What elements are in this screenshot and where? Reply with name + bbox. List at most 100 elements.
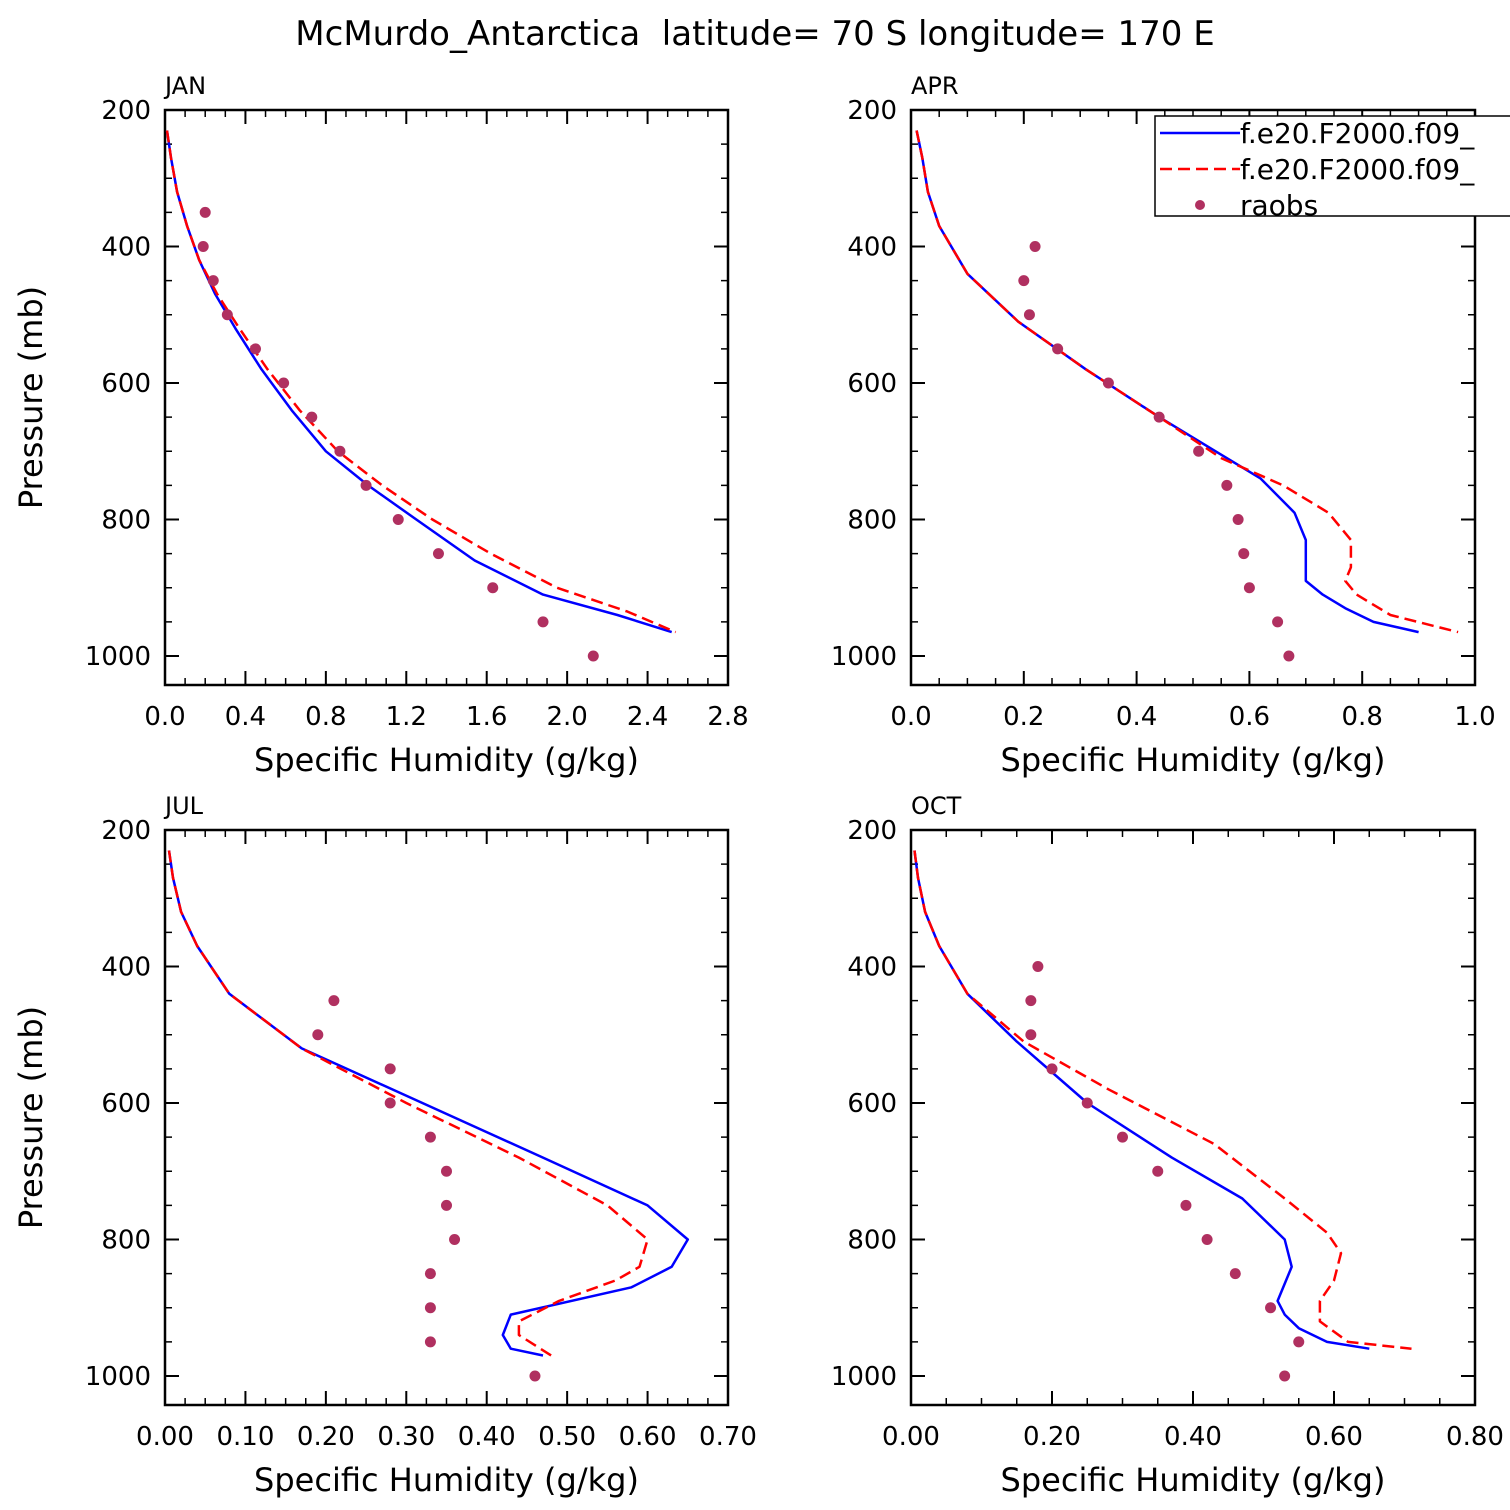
raobs-point xyxy=(1221,479,1233,491)
raobs-point xyxy=(360,479,372,491)
raobs-point xyxy=(384,1097,396,1109)
legend-label: f.e20.F2000.f09_ xyxy=(1240,153,1475,186)
raobs-point xyxy=(1029,241,1041,252)
y-tick-label: 600 xyxy=(101,1089,151,1119)
legend: f.e20.F2000.f09_f.e20.F2000.f09_raobs xyxy=(1154,115,1510,222)
raobs-point xyxy=(424,1302,436,1314)
raobs-point xyxy=(1102,377,1114,389)
y-tick-label: 400 xyxy=(101,233,151,263)
raobs-point xyxy=(1032,961,1044,972)
series-group xyxy=(167,850,690,1382)
x-tick-label: 1.0 xyxy=(1454,702,1495,732)
x-tick-label: 0.8 xyxy=(305,702,346,732)
y-axis-label: Pressure (mb) xyxy=(12,1006,50,1229)
raobs-point xyxy=(221,309,233,321)
x-axis-label: Specific Humidity (g/kg) xyxy=(1001,1461,1386,1499)
x-tick-label: 0.6 xyxy=(1229,702,1270,732)
raobs-point xyxy=(537,616,549,628)
plot-frame xyxy=(909,828,1477,1407)
x-tick-label: 1.2 xyxy=(386,702,427,732)
raobs-point xyxy=(1272,616,1284,628)
raobs-point xyxy=(1193,445,1205,457)
x-tick-label: 0.20 xyxy=(297,1422,355,1452)
y-tick-label: 400 xyxy=(101,953,151,983)
raobs-point xyxy=(312,1029,324,1041)
raobs-point xyxy=(529,1370,541,1382)
y-tick-label: 200 xyxy=(847,96,897,126)
panel-label: OCT xyxy=(911,792,962,820)
x-tick-label: 1.6 xyxy=(466,702,507,732)
panel-jan: JAN 0.0 0.4 0.8 1.2 1.6 2.0 2.4 2.8 200 400 600 800 1… xyxy=(12,72,749,779)
y-tick-label: 600 xyxy=(847,369,897,399)
plot-frame xyxy=(163,108,730,687)
legend-marker-dot xyxy=(1195,200,1205,210)
y-tick-label: 1000 xyxy=(85,1362,151,1392)
raobs-point xyxy=(441,1199,452,1211)
raobs-point xyxy=(278,377,290,389)
y-tick-label: 600 xyxy=(847,1089,897,1119)
y-tick-label: 1000 xyxy=(831,642,897,672)
x-axis-label: Specific Humidity (g/kg) xyxy=(254,1461,639,1499)
y-tick-label: 400 xyxy=(847,233,897,263)
raobs-point xyxy=(1279,1370,1291,1382)
x-tick-label: 2.4 xyxy=(627,702,668,732)
raobs-point xyxy=(1052,343,1064,355)
x-tick-label: 0.0 xyxy=(890,702,931,732)
raobs-point xyxy=(1201,1234,1213,1245)
raobs-point xyxy=(441,1165,452,1177)
figure-title: McMurdo_Antarctica latitude= 70 S longit… xyxy=(295,14,1214,54)
x-tick-label: 0.2 xyxy=(1003,702,1044,732)
legend-label: f.e20.F2000.f09_ xyxy=(1240,117,1475,150)
raobs-point xyxy=(328,995,340,1007)
series-group xyxy=(165,130,677,662)
x-tick-label: 0.10 xyxy=(216,1422,274,1452)
raobs-point xyxy=(587,650,599,662)
raobs-point xyxy=(1232,514,1244,525)
panel-label: APR xyxy=(911,72,959,100)
raobs-point xyxy=(1018,275,1030,287)
model-line-red xyxy=(167,850,649,1357)
raobs-point xyxy=(306,411,318,423)
x-tick-label: 0.00 xyxy=(882,1422,940,1452)
model-line-blue xyxy=(165,130,673,634)
raobs-point xyxy=(1283,650,1295,662)
raobs-point xyxy=(199,206,211,218)
raobs-point xyxy=(1152,1165,1164,1177)
model-line-blue xyxy=(913,850,1370,1350)
series-group xyxy=(913,850,1412,1382)
model-line-red xyxy=(913,850,1412,1350)
y-tick-label: 600 xyxy=(101,369,151,399)
x-axis-label: Specific Humidity (g/kg) xyxy=(254,741,639,779)
panel-label: JAN xyxy=(163,72,206,100)
raobs-point xyxy=(1238,548,1250,560)
y-axis-label: Pressure (mb) xyxy=(12,286,50,509)
raobs-point xyxy=(487,582,499,594)
panel-label: JUL xyxy=(163,792,204,820)
x-tick-label: 0.50 xyxy=(538,1422,596,1452)
raobs-point xyxy=(384,1063,396,1075)
x-tick-label: 2.8 xyxy=(707,702,748,732)
x-tick-label: 0.30 xyxy=(377,1422,435,1452)
raobs-point xyxy=(1046,1063,1058,1075)
series-group xyxy=(915,130,1459,662)
y-tick-label: 800 xyxy=(847,506,897,536)
x-tick-label: 0.40 xyxy=(458,1422,516,1452)
y-tick-label: 200 xyxy=(847,816,897,846)
y-tick-label: 200 xyxy=(101,96,151,126)
x-tick-label: 0.8 xyxy=(1342,702,1383,732)
x-tick-label: 0.20 xyxy=(1023,1422,1081,1452)
x-tick-label: 2.0 xyxy=(546,702,587,732)
x-tick-label: 0.70 xyxy=(699,1422,757,1452)
model-line-blue xyxy=(167,850,690,1357)
legend-label: raobs xyxy=(1240,189,1318,222)
raobs-point xyxy=(392,514,404,525)
raobs-point xyxy=(1293,1336,1305,1348)
raobs-point xyxy=(432,548,444,560)
raobs-point xyxy=(1243,582,1255,594)
raobs-point xyxy=(1081,1097,1093,1109)
raobs-point xyxy=(197,241,209,252)
panels: JAN 0.0 0.4 0.8 1.2 1.6 2.0 2.4 2.8 200 400 600 800 1… xyxy=(12,72,1504,1499)
model-line-red xyxy=(915,130,1459,634)
y-tick-label: 1000 xyxy=(85,642,151,672)
